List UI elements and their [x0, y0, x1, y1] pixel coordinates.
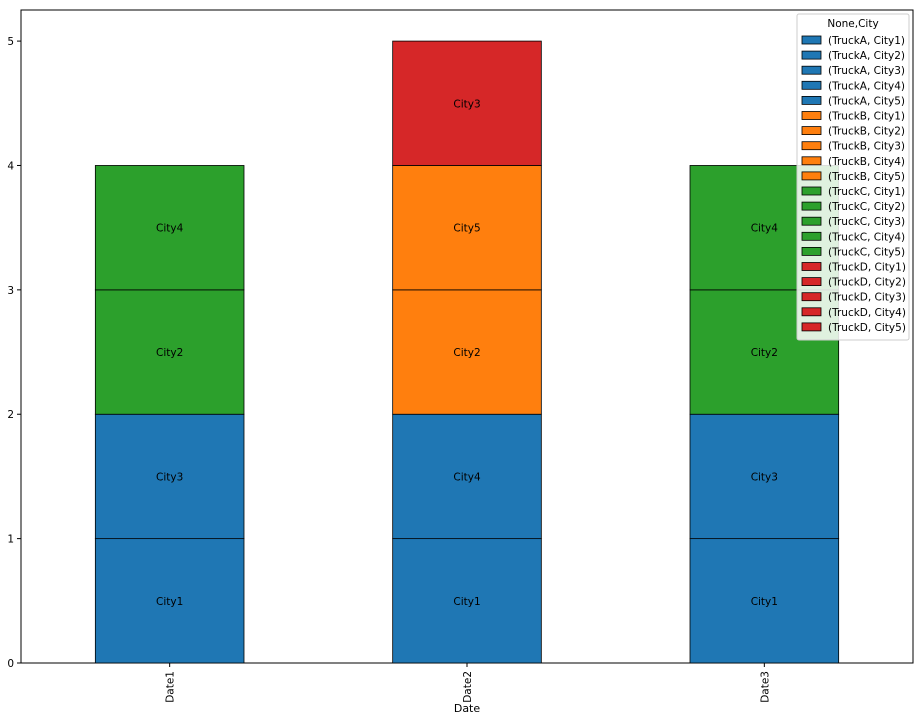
bar-segment: [392, 289, 542, 415]
legend-entry-label: (TruckA, City3): [828, 65, 905, 77]
bar-segment-label: City5: [453, 223, 480, 235]
legend-swatch: [801, 141, 822, 151]
bar-segment: [94, 538, 245, 664]
bar-segment: [689, 413, 840, 540]
bar-segment: [392, 40, 542, 166]
y-tick-label: 2: [7, 409, 14, 421]
legend-swatch: [801, 50, 822, 60]
legend-swatch: [801, 307, 822, 317]
y-tick-label: 5: [7, 36, 14, 48]
legend-entry-label: (TruckB, City2): [828, 126, 905, 138]
bar-segment-label: City2: [156, 347, 183, 359]
bar-segment-label: City4: [751, 223, 779, 235]
legend-entry-label: (TruckB, City4): [828, 156, 905, 168]
bar-segment-label: City1: [453, 596, 480, 608]
y-tick-label: 1: [7, 534, 14, 546]
bar-segment-label: City1: [156, 596, 183, 608]
bar-segment-label: City1: [751, 596, 778, 608]
bar-segment-label: City2: [453, 347, 480, 359]
legend-swatch: [801, 96, 822, 105]
legend-swatch: [801, 292, 822, 302]
y-tick-label: 3: [7, 285, 14, 297]
legend-swatch: [801, 35, 822, 45]
legend-box: [796, 13, 910, 341]
legend-swatch: [801, 171, 822, 181]
legend-entry-label: (TruckC, City3): [828, 216, 905, 228]
bar-segment: [392, 165, 542, 291]
bar-segment-label: City4: [156, 223, 184, 235]
legend-entry-label: (TruckA, City5): [828, 95, 905, 107]
legend-swatch: [801, 231, 822, 241]
legend-swatch: [801, 111, 822, 120]
y-tick-label: 4: [7, 160, 14, 172]
bar-segment-label: City3: [751, 471, 778, 483]
bar-segment: [392, 538, 542, 664]
legend-entry-label: (TruckD, City4): [828, 307, 906, 319]
legend-swatch: [801, 186, 822, 196]
legend-entry-label: (TruckD, City1): [828, 262, 906, 274]
legend-entry-label: (TruckC, City2): [828, 201, 905, 213]
legend-entry-label: (TruckD, City3): [828, 292, 906, 304]
legend-swatch: [801, 156, 822, 166]
legend-entry-label: (TruckA, City4): [828, 80, 905, 92]
bar-segment-label: City2: [751, 347, 778, 359]
legend-entry-label: (TruckC, City4): [828, 231, 905, 243]
bar-segment: [94, 413, 245, 540]
y-tick-label: 0: [7, 658, 14, 670]
legend-entry-label: (TruckC, City1): [828, 186, 905, 198]
bar-segment: [392, 413, 542, 540]
legend-entry-label: (TruckA, City2): [828, 50, 905, 62]
legend-swatch: [801, 246, 822, 256]
legend-entry-label: (TruckA, City1): [828, 35, 905, 47]
legend-swatch: [801, 201, 822, 211]
legend-title: None,City: [827, 18, 878, 30]
legend-swatch: [801, 277, 822, 287]
legend-swatch: [801, 65, 822, 75]
bar-segment-label: City4: [453, 471, 481, 483]
legend-entry-label: (TruckB, City3): [828, 141, 905, 153]
legend-entry-label: (TruckC, City5): [828, 246, 905, 258]
x-axis-label: Date: [454, 702, 481, 715]
legend-entry-label: (TruckD, City2): [828, 277, 906, 289]
legend-swatch: [801, 322, 822, 332]
legend-entry-label: (TruckB, City1): [828, 111, 905, 123]
legend-entry-label: (TruckB, City5): [828, 171, 905, 183]
bar-segment: [94, 165, 245, 291]
legend-swatch: [801, 216, 822, 226]
legend-swatch: [801, 262, 822, 271]
bar-segment-label: City3: [156, 471, 183, 483]
bar-segment-label: City3: [453, 98, 480, 110]
x-tick-label: Date3: [759, 671, 771, 703]
legend-swatch: [801, 80, 822, 90]
legend-swatch: [801, 126, 822, 135]
x-tick-label: Date2: [462, 671, 474, 703]
x-tick-label: Date1: [165, 671, 177, 703]
legend-entry-label: (TruckD, City5): [828, 322, 906, 334]
bar-segment: [689, 538, 840, 664]
